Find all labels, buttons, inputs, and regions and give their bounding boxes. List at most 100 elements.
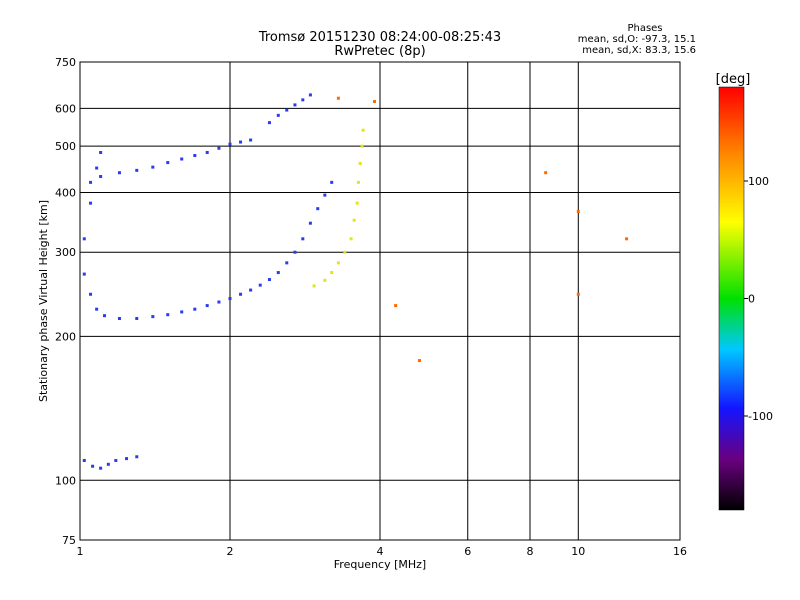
x-tick-label: 1: [77, 545, 84, 558]
data-points: [82, 93, 629, 470]
data-point: [358, 161, 362, 165]
x-tick-label: 4: [377, 545, 384, 558]
y-tick-label: 100: [55, 474, 76, 487]
data-point: [576, 210, 580, 214]
x-tick-labels: 1 2 4 6 8 10 16: [77, 545, 688, 558]
plot-frame: [79, 61, 681, 541]
data-point: [285, 108, 289, 112]
y-tick-label: 600: [55, 102, 76, 115]
data-point: [336, 261, 340, 265]
data-point: [316, 207, 320, 211]
chart-subtitle: RwPretec (8p): [334, 44, 425, 59]
data-point: [239, 292, 243, 296]
data-point: [258, 283, 262, 287]
data-point: [135, 168, 139, 172]
data-point: [330, 271, 334, 275]
colorbar-gradient: [718, 86, 745, 511]
y-tick-label: 300: [55, 246, 76, 259]
data-point: [544, 171, 548, 175]
data-point: [228, 142, 232, 146]
data-point: [267, 278, 271, 282]
data-point: [228, 297, 232, 301]
data-point: [285, 261, 289, 265]
data-point: [239, 140, 243, 144]
grid-lines: [80, 62, 680, 540]
data-point: [89, 201, 93, 205]
data-point: [301, 98, 305, 102]
data-point: [394, 304, 398, 308]
x-tick-label: 16: [673, 545, 687, 558]
legend-line-x: mean, sd,X: 83.3, 15.6: [582, 45, 696, 56]
data-point: [91, 464, 95, 468]
legend-title: Phases: [627, 23, 662, 34]
data-point: [151, 315, 155, 319]
data-point: [117, 171, 121, 175]
data-point: [180, 310, 184, 314]
x-tick-label: 2: [227, 545, 234, 558]
data-point: [135, 316, 139, 320]
data-point: [89, 180, 93, 184]
data-point: [82, 237, 86, 241]
data-point: [95, 166, 99, 170]
data-point: [117, 316, 121, 320]
data-point: [373, 100, 377, 104]
data-point: [103, 314, 107, 318]
data-point: [417, 359, 421, 363]
y-tick-label: 75: [62, 534, 76, 547]
data-point: [293, 250, 297, 254]
data-point: [330, 180, 334, 184]
data-point: [166, 313, 170, 317]
y-tick-labels: 75 100 200 300 400 500 600 750: [55, 56, 76, 547]
x-axis-label: Frequency [MHz]: [334, 558, 426, 571]
data-point: [323, 193, 327, 197]
data-point: [249, 288, 253, 292]
y-tick-label: 750: [55, 56, 76, 69]
data-point: [301, 237, 305, 241]
data-point: [166, 161, 170, 165]
data-point: [349, 237, 353, 241]
y-axis-label: Stationary phase Virtual Height [km]: [37, 200, 50, 402]
data-point: [267, 121, 271, 125]
data-point: [249, 138, 253, 142]
legend-line-o: mean, sd,O: -97.3, 15.1: [578, 34, 696, 45]
data-point: [360, 144, 364, 148]
data-point: [352, 218, 356, 222]
colorbar-tick-label: -100: [748, 410, 773, 423]
data-point: [99, 150, 103, 154]
data-point: [323, 278, 327, 282]
data-point: [625, 237, 629, 241]
data-point: [99, 466, 103, 470]
y-tick-label: 200: [55, 330, 76, 343]
chart-title-group: Tromsø 20151230 08:24:00-08:25:43 RwPret…: [258, 30, 501, 59]
data-point: [193, 307, 197, 311]
data-point: [135, 455, 139, 459]
data-point: [95, 307, 99, 311]
data-point: [205, 304, 209, 308]
data-point: [89, 292, 93, 296]
x-tick-label: 8: [527, 545, 534, 558]
data-point: [276, 113, 280, 117]
colorbar-tick-label: 100: [748, 175, 769, 188]
x-tick-label: 6: [464, 545, 471, 558]
colorbar-label: [deg]: [716, 72, 751, 87]
data-point: [106, 462, 110, 466]
data-point: [356, 180, 360, 184]
data-point: [576, 292, 580, 296]
data-point: [355, 201, 359, 205]
y-tick-label: 500: [55, 140, 76, 153]
data-point: [193, 154, 197, 158]
data-point: [114, 458, 118, 462]
chart-title: Tromsø 20151230 08:24:00-08:25:43: [258, 30, 501, 45]
legend: Phases mean, sd,O: -97.3, 15.1 mean, sd,…: [578, 23, 696, 56]
colorbar-ticks: -100 0 100: [744, 175, 773, 423]
data-point: [125, 457, 129, 461]
data-point: [82, 458, 86, 462]
data-point: [217, 300, 221, 304]
data-point: [99, 175, 103, 179]
data-point: [308, 221, 312, 225]
data-point: [180, 157, 184, 161]
x-tick-label: 10: [571, 545, 585, 558]
y-tick-label: 400: [55, 186, 76, 199]
data-point: [312, 284, 316, 288]
